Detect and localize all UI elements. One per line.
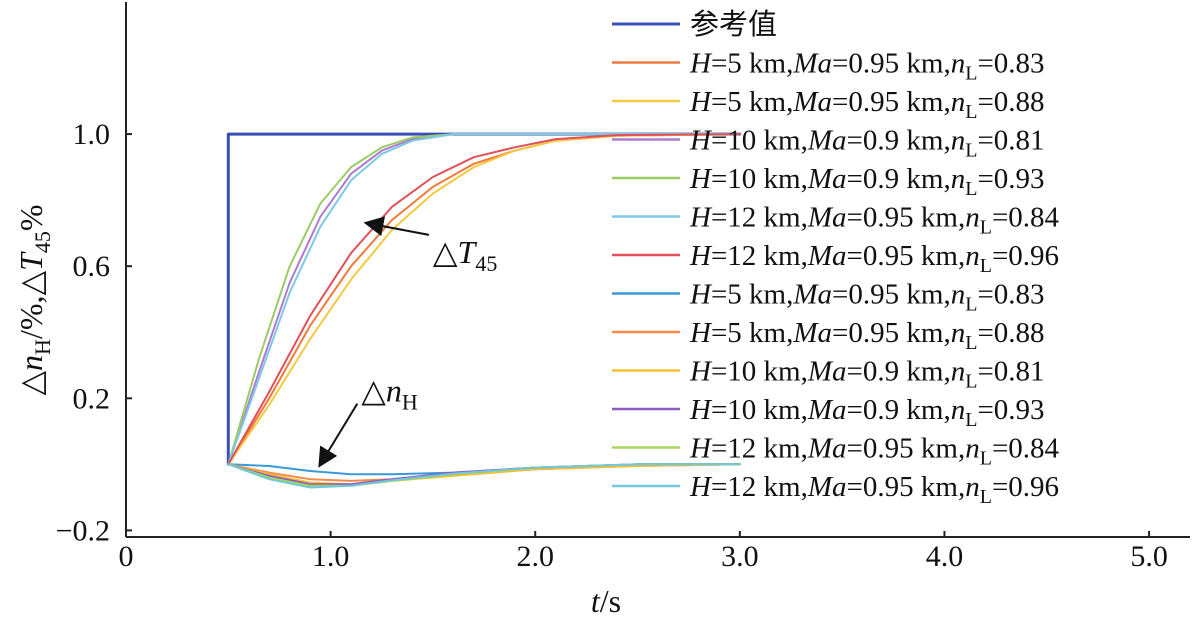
x-tick-label: 4.0	[926, 540, 964, 573]
legend-label: H=10 km,Ma=0.9 km,nL=0.93	[689, 394, 1045, 431]
series-line-12	[227, 463, 741, 489]
legend-label: H=12 km,Ma=0.95 km,nL=0.96	[689, 471, 1059, 508]
y-ticks: −0.2 0.2 0.6 1.0	[56, 118, 132, 547]
y-tick-label: 0.2	[73, 382, 111, 415]
legend-label: 参考值	[690, 8, 777, 41]
y-tick-label: 1.0	[73, 118, 111, 151]
annotation-label: △nH	[361, 373, 418, 415]
legend-label: H=10 km,Ma=0.9 km,nL=0.93	[689, 163, 1045, 200]
series-lines	[226, 132, 742, 489]
annotations: △T45 △nH	[318, 216, 497, 468]
legend-label: H=10 km,Ma=0.9 km,nL=0.81	[689, 125, 1045, 162]
series-line-2	[227, 133, 741, 466]
legend-label: H=12 km,Ma=0.95 km,nL=0.84	[689, 433, 1060, 470]
legend-label: H=5 km,Ma=0.95 km,nL=0.88	[689, 317, 1045, 354]
annotation-label: △T45	[433, 234, 497, 276]
series-line-3	[227, 133, 741, 466]
legend-label: H=5 km,Ma=0.95 km,nL=0.83	[689, 279, 1045, 316]
x-tick-label: 1.0	[312, 540, 350, 573]
x-ticks: 0 1.0 2.0 3.0 4.0 5.0	[119, 531, 1168, 573]
y-tick-label: −0.2	[56, 514, 110, 547]
x-axis-title: t/s	[591, 583, 621, 619]
series-line-5	[227, 133, 741, 466]
series-line-1	[227, 133, 741, 466]
reference-line	[226, 132, 742, 466]
annotation-arrow	[318, 403, 359, 468]
series-line-9	[227, 463, 741, 486]
axis-titles: t/s △nH/%,△T45%	[13, 204, 621, 619]
legend-label: H=5 km,Ma=0.95 km,nL=0.83	[689, 48, 1045, 85]
y-axis-title: △nH/%,△T45%	[13, 204, 55, 395]
legend-label: H=12 km,Ma=0.95 km,nL=0.96	[689, 240, 1059, 277]
x-tick-label: 2.0	[516, 540, 554, 573]
plot-frame	[125, 2, 1190, 538]
y-tick-label: 0.6	[73, 250, 111, 283]
x-tick-label: 0	[119, 540, 134, 573]
legend-label: H=5 km,Ma=0.95 km,nL=0.88	[689, 86, 1045, 123]
x-tick-label: 3.0	[721, 540, 759, 573]
series-line-6	[227, 133, 741, 466]
legend-label: H=12 km,Ma=0.95 km,nL=0.84	[689, 202, 1060, 239]
legend-label: H=10 km,Ma=0.9 km,nL=0.81	[689, 356, 1045, 393]
series-line-4	[227, 133, 741, 466]
annotation-arrow	[363, 216, 430, 237]
x-tick-label: 5.0	[1130, 540, 1168, 573]
